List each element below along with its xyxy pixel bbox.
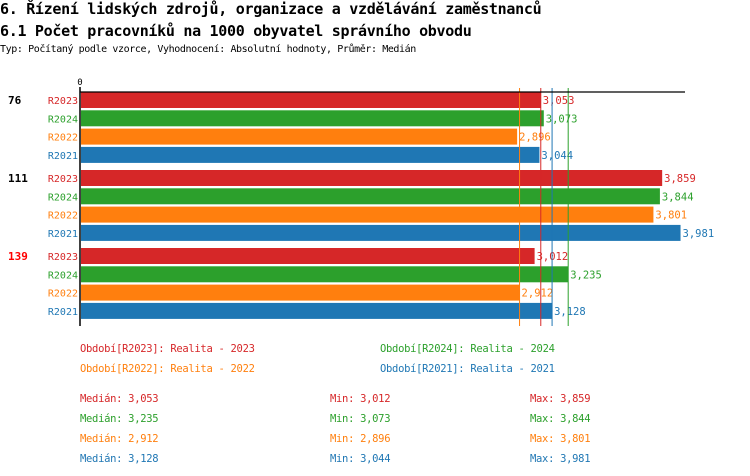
- series-label: R2024: [48, 192, 78, 203]
- series-label: R2024: [48, 270, 78, 281]
- stat-median: Medián: 3,128: [80, 453, 159, 465]
- value-label: 2,896: [519, 132, 551, 144]
- value-label: 3,073: [546, 113, 578, 125]
- legend-item-r2022: Období[R2022]: Realita - 2022: [80, 363, 255, 375]
- series-label: R2022: [48, 211, 78, 222]
- stat-min: Min: 3,073: [330, 413, 391, 425]
- bar-r2024: [81, 188, 660, 205]
- chart-subtitle: 6.1 Počet pracovníků na 1000 obyvatel sp…: [0, 22, 472, 40]
- value-label: 3,128: [554, 306, 586, 318]
- series-label: R2023: [48, 174, 78, 185]
- bar-r2024: [81, 266, 569, 283]
- bar-r2022: [81, 206, 654, 223]
- stat-median: Medián: 3,235: [80, 413, 159, 425]
- stat-min: Min: 3,044: [330, 453, 391, 465]
- bar-r2023: [81, 92, 541, 108]
- series-label: R2022: [48, 289, 78, 300]
- bar-r2021: [81, 224, 681, 241]
- x-tick-label: 0: [77, 78, 82, 88]
- group-label: 76: [8, 94, 22, 107]
- bar-r2021: [81, 302, 553, 319]
- group-label: 111: [8, 172, 28, 185]
- bar-r2021: [81, 146, 540, 163]
- stat-max: Max: 3,801: [530, 433, 591, 445]
- bar-r2024: [81, 110, 544, 127]
- stat-median: Medián: 3,053: [80, 393, 159, 405]
- stat-max: Max: 3,859: [530, 393, 591, 405]
- bar-r2023: [81, 170, 663, 186]
- series-label: R2023: [48, 96, 78, 107]
- series-label: R2024: [48, 114, 78, 125]
- value-label: 3,044: [541, 150, 573, 162]
- value-label: 2,912: [522, 288, 554, 300]
- series-label: R2021: [48, 151, 78, 162]
- value-label: 3,801: [655, 210, 687, 222]
- stat-median: Medián: 2,912: [80, 433, 159, 445]
- group-label: 139: [8, 250, 28, 263]
- stat-max: Max: 3,981: [530, 453, 591, 465]
- stat-max: Max: 3,844: [530, 413, 591, 425]
- bar-chart: 76 R2023 3,053 R2024 3,073 R2022 2,896 R2021 3,0…: [8, 78, 715, 326]
- bar-r2022: [81, 284, 520, 301]
- legend-item-r2021: Období[R2021]: Realita - 2021: [380, 363, 555, 375]
- value-label: 3,053: [543, 95, 575, 107]
- series-label: R2021: [48, 307, 78, 318]
- series-label: R2021: [48, 229, 78, 240]
- stat-min: Min: 3,012: [330, 393, 391, 405]
- value-label: 3,235: [570, 269, 602, 281]
- value-label: 3,859: [664, 173, 696, 185]
- stat-min: Min: 2,896: [330, 433, 391, 445]
- bar-r2023: [81, 248, 535, 264]
- bar-r2022: [81, 128, 518, 145]
- page-title: 6. Řízení lidských zdrojů, organizace a …: [0, 0, 542, 18]
- legend-item-r2024: Období[R2024]: Realita - 2024: [380, 343, 555, 355]
- series-label: R2023: [48, 252, 78, 263]
- value-label: 3,844: [662, 191, 694, 203]
- value-label: 3,981: [683, 228, 715, 240]
- legend-item-r2023: Období[R2023]: Realita - 2023: [80, 343, 255, 355]
- series-label: R2022: [48, 133, 78, 144]
- chart-info: Typ: Počítaný podle vzorce, Vyhodnocení:…: [0, 44, 416, 55]
